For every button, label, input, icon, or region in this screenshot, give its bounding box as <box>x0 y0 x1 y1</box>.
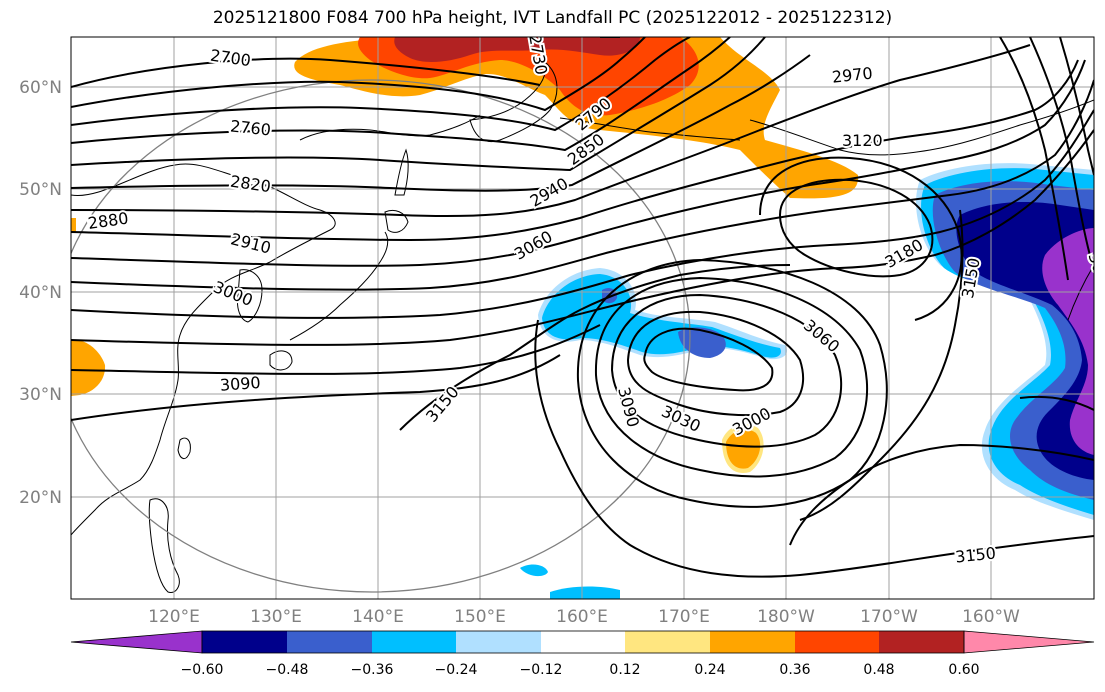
colorbar-label-1: −0.48 <box>266 662 309 678</box>
contour-label-2880: 2880 <box>87 209 130 233</box>
contour-2820 <box>71 37 766 172</box>
colorbar-label-6: 0.24 <box>694 662 725 678</box>
colorbar-label-9: 0.60 <box>948 662 979 678</box>
lon-label-180: 180°W <box>757 607 815 627</box>
lon-label-150e: 150°E <box>454 607 506 627</box>
contour-label-3090: 3090 <box>219 373 261 395</box>
coast-japan-hokkaido <box>384 209 409 233</box>
contour-low-3000 <box>643 327 774 392</box>
coast-taiwan <box>177 437 191 459</box>
ivt-negative-east-extreme <box>1042 228 1094 455</box>
contour-low-3120 <box>576 258 888 508</box>
colorbar-segment-2 <box>287 631 372 653</box>
ivt-positive-west-edge <box>71 218 76 232</box>
contour-label-3120: 3120 <box>842 131 883 150</box>
height-contours <box>71 37 1094 578</box>
lon-label-120e: 120°E <box>148 607 200 627</box>
colorbar-label-5: 0.12 <box>609 662 640 678</box>
map-title: 2025121800 F084 700 hPa height, IVT Land… <box>212 8 893 28</box>
contour-3120-east <box>789 443 1094 546</box>
colorbar-segment-5 <box>541 631 625 653</box>
map-frame <box>70 36 1095 600</box>
colorbar-segment-6 <box>625 631 710 653</box>
lon-labels: 120°E 130°E 140°E 150°E 160°E 170°E 180°… <box>148 607 1020 627</box>
reference-circle <box>71 79 691 593</box>
lat-labels: 60°N 50°N 40°N 30°N 20°N <box>19 78 62 508</box>
coast-sakhalin <box>394 148 409 196</box>
ivt-positive-north-strong <box>394 37 640 62</box>
contour-2940 <box>71 59 1086 267</box>
colorbar-label-3: −0.24 <box>435 662 478 678</box>
contour-3150-west <box>399 264 791 431</box>
lon-label-170w: 170°W <box>860 607 918 627</box>
colorbar-segment-1 <box>202 631 287 653</box>
coast-philippines <box>148 498 180 594</box>
contour-3060 <box>71 324 601 375</box>
contour-3150-east <box>799 209 964 521</box>
lon-label-160e: 160°E <box>556 607 608 627</box>
contour-3000 <box>71 109 1094 319</box>
ivt-positive-central-spot-inner <box>726 429 761 469</box>
coastlines <box>71 60 1094 594</box>
map-panel: 2700 2760 2820 2880 2910 3000 3090 2730 … <box>71 37 1105 599</box>
ivt-negative-south-spot <box>520 564 548 577</box>
colorbar: −0.60 −0.48 −0.36 −0.24 −0.12 0.12 0.24 … <box>70 630 1095 678</box>
colorbar-label-4: −0.12 <box>520 662 563 678</box>
colorbar-segment-10 <box>963 630 1095 654</box>
colorbar-segment-8 <box>795 631 879 653</box>
contour-2910 <box>71 59 1079 242</box>
lon-label-160w: 160°W <box>962 607 1020 627</box>
coast-japan-kyushu <box>269 350 293 371</box>
contour-low-3090 <box>594 276 869 478</box>
colorbar-segment-0 <box>70 630 203 654</box>
lat-label-50n: 50°N <box>19 180 62 200</box>
colorbar-frame <box>201 630 965 654</box>
ivt-negative-south-strip <box>550 586 620 599</box>
colorbar-label-0: −0.60 <box>181 662 224 678</box>
contour-3180 <box>778 178 934 278</box>
lat-label-60n: 60°N <box>19 78 62 98</box>
coast-alaska <box>749 99 1094 156</box>
contour-2700 <box>71 57 541 88</box>
colorbar-label-2: −0.36 <box>351 662 394 678</box>
colorbar-label-8: 0.48 <box>863 662 894 678</box>
contour-2970 <box>71 79 1094 291</box>
colorbar-segment-3 <box>372 631 456 653</box>
lat-label-20n: 20°N <box>19 488 62 508</box>
lat-label-40n: 40°N <box>19 283 62 303</box>
contour-2760 <box>71 37 691 132</box>
lon-label-170e: 170°E <box>658 607 710 627</box>
colorbar-label-7: 0.36 <box>779 662 810 678</box>
lon-label-130e: 130°E <box>250 607 302 627</box>
colorbar-segment-9 <box>879 631 964 653</box>
coast-north-america <box>1067 264 1094 321</box>
contour-2880 <box>71 44 1031 218</box>
contour-east-high-2 <box>1029 37 1094 271</box>
contour-3180-outer <box>759 156 963 321</box>
contour-2730 <box>71 37 646 112</box>
colorbar-segment-4 <box>456 631 541 653</box>
contour-label-30-e: 30 <box>1084 250 1105 276</box>
coast-aleutians <box>559 117 741 141</box>
coast-korea <box>237 269 263 323</box>
contour-3090-east <box>1019 395 1094 411</box>
contour-2790 <box>71 37 731 152</box>
ivt-positive-west-spot <box>71 339 106 396</box>
coast-japan-honshu <box>289 231 389 341</box>
coast-asia-mainland <box>71 163 336 536</box>
contour-3150 <box>534 319 1094 578</box>
contour-east-high-3 <box>1059 37 1094 176</box>
contour-3090 <box>71 354 561 421</box>
contour-low-3060 <box>610 293 843 448</box>
contour-east-high-1 <box>999 37 1069 281</box>
lat-label-30n: 30°N <box>19 385 62 405</box>
contour-2850 <box>71 54 811 192</box>
colorbar-segment-7 <box>710 631 795 653</box>
contour-low-3030 <box>626 310 805 417</box>
lon-label-140e: 140°E <box>352 607 404 627</box>
